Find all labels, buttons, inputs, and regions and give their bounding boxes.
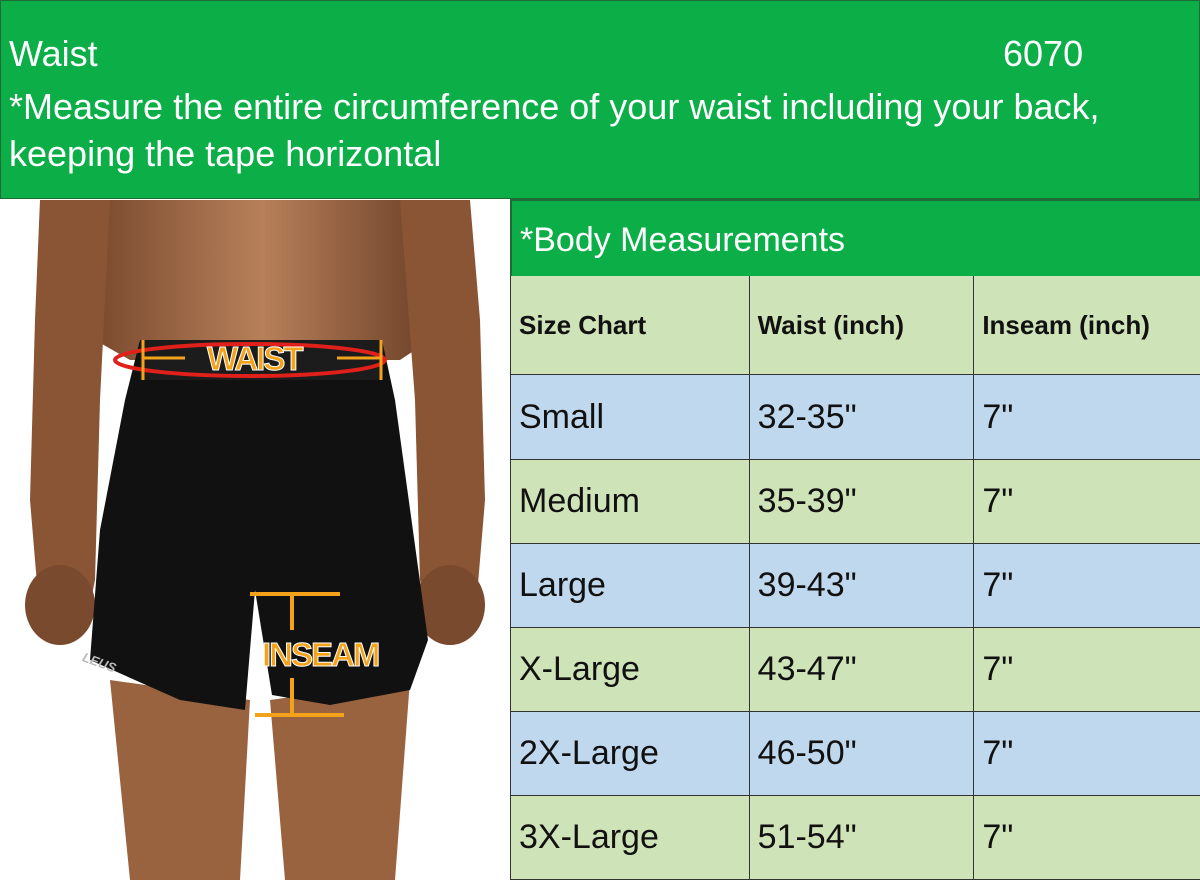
inseam-cell: 7" bbox=[974, 460, 1200, 544]
model-photo: WAIST INSEAM LEUS bbox=[0, 200, 510, 880]
product-code: 6070 bbox=[1003, 33, 1084, 74]
size-cell: Large bbox=[511, 544, 750, 628]
inseam-cell: 7" bbox=[974, 628, 1200, 712]
column-header: Waist (inch) bbox=[749, 276, 975, 375]
measurement-label: Waist bbox=[9, 33, 98, 74]
size-cell: 2X-Large bbox=[511, 712, 750, 796]
inseam-cell: 7" bbox=[974, 544, 1200, 628]
table-row: Medium 35-39" 7" bbox=[510, 460, 1200, 544]
table-title: *Body Measurements bbox=[510, 199, 1200, 276]
size-cell: Small bbox=[511, 375, 750, 460]
measurement-instruction: *Measure the entire circumference of you… bbox=[9, 86, 1100, 174]
table-row: 3X-Large 51-54" 7" bbox=[510, 796, 1200, 880]
waist-cell: 39-43" bbox=[749, 544, 975, 628]
size-cell: 3X-Large bbox=[511, 796, 750, 880]
size-chart-table: *Body Measurements Size Chart Waist (inc… bbox=[510, 199, 1200, 880]
waist-annotation-label: WAIST bbox=[207, 340, 304, 378]
waist-cell: 46-50" bbox=[749, 712, 975, 796]
size-cell: Medium bbox=[511, 460, 750, 544]
column-header: Size Chart bbox=[511, 276, 750, 375]
waist-cell: 35-39" bbox=[749, 460, 975, 544]
table-row: Small 32-35" 7" bbox=[510, 375, 1200, 460]
inseam-cell: 7" bbox=[974, 375, 1200, 460]
table-row: Large 39-43" 7" bbox=[510, 544, 1200, 628]
table-row: 2X-Large 46-50" 7" bbox=[510, 712, 1200, 796]
size-cell: X-Large bbox=[511, 628, 750, 712]
instruction-banner: Waist 6070 *Measure the entire circumfer… bbox=[0, 0, 1200, 199]
waist-cell: 43-47" bbox=[749, 628, 975, 712]
waist-cell: 32-35" bbox=[749, 375, 975, 460]
waist-cell: 51-54" bbox=[749, 796, 975, 880]
inseam-cell: 7" bbox=[974, 796, 1200, 880]
column-header: Inseam (inch) bbox=[974, 276, 1200, 375]
table-row: X-Large 43-47" 7" bbox=[510, 628, 1200, 712]
table-header-row: Size Chart Waist (inch) Inseam (inch) bbox=[510, 276, 1200, 375]
inseam-annotation-label: INSEAM bbox=[261, 636, 380, 674]
inseam-cell: 7" bbox=[974, 712, 1200, 796]
